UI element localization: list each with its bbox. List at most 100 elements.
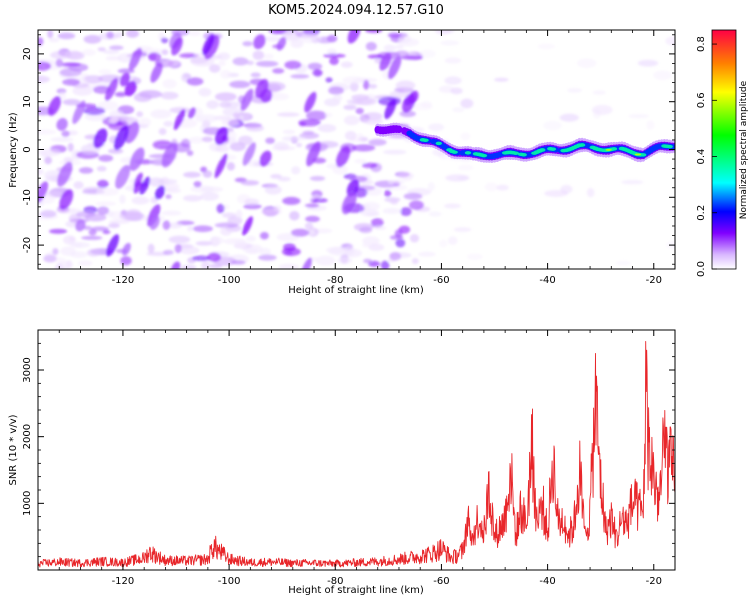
noise-blob — [44, 170, 62, 180]
noise-blob — [312, 198, 328, 203]
snr-xtick-label: -120 — [112, 576, 135, 587]
noise-blob — [86, 248, 101, 257]
noise-blob — [567, 88, 583, 93]
noise-blob — [109, 109, 124, 119]
colorbar-ticks: 0.0 0.2 0.4 0.6 0.8 — [696, 36, 717, 277]
noise-blob — [62, 98, 81, 106]
noise-streak — [336, 146, 351, 168]
spectrogram-xtick-label: -120 — [112, 275, 135, 286]
noise-blob — [188, 31, 201, 37]
ridge-cell — [605, 149, 612, 151]
noise-blob — [165, 194, 172, 200]
ridge-cell — [422, 138, 429, 142]
snr-axes: -120 -100 -80 -60 -40 -20 1000 2000 3000 — [22, 330, 675, 587]
noise-blob — [148, 52, 162, 62]
noise-blob — [389, 235, 404, 240]
noise-blob — [615, 260, 632, 266]
noise-blob — [637, 59, 659, 67]
noise-blob — [382, 149, 407, 155]
noise-streak — [306, 141, 321, 167]
noise-blob — [427, 182, 435, 192]
noise-blob — [343, 115, 360, 126]
noise-blob — [380, 260, 390, 269]
noise-blob — [398, 225, 411, 234]
noise-blob — [444, 76, 462, 85]
noise-blob — [174, 243, 182, 254]
noise-blob — [189, 57, 209, 64]
noise-blob — [373, 225, 387, 230]
noise-blob — [195, 114, 218, 123]
figure-title: KOM5.2024.094.12.57.G10 — [268, 3, 444, 18]
noise-streak — [93, 128, 108, 149]
noise-blob — [365, 212, 380, 217]
colorbar: 0.0 0.2 0.4 0.6 0.8 Normalized spectral ampl… — [696, 29, 749, 277]
spectrogram-ytick-label: -20 — [22, 237, 33, 253]
noise-blob — [258, 254, 277, 261]
noise-streak — [139, 176, 151, 195]
noise-blob — [52, 248, 59, 255]
noise-blob — [119, 115, 129, 121]
noise-blob — [245, 124, 265, 132]
noise-blob — [131, 196, 150, 205]
noise-blob — [200, 261, 210, 269]
noise-streak — [57, 161, 73, 187]
noise-blob — [38, 37, 44, 46]
noise-blob — [355, 107, 364, 115]
noise-blob — [359, 226, 373, 234]
noise-blob — [290, 39, 304, 49]
noise-streak — [379, 52, 392, 71]
noise-blob — [40, 209, 57, 218]
noise-streak — [119, 72, 131, 87]
noise-blob — [188, 136, 205, 144]
noise-streak — [202, 33, 215, 56]
noise-blob — [438, 85, 455, 94]
ridge-cell — [520, 152, 527, 157]
noise-blob — [38, 148, 61, 157]
noise-blob — [160, 91, 179, 100]
noise-streak — [304, 91, 317, 113]
noise-streak — [253, 34, 266, 50]
noise-blob — [220, 226, 232, 236]
noise-blob — [226, 162, 235, 171]
noise-blob — [102, 49, 120, 55]
noise-blob — [246, 60, 254, 66]
noise-streak — [388, 56, 402, 80]
snr-xtick-label: -40 — [539, 576, 555, 587]
noise-blob — [59, 68, 82, 77]
noise-blob — [54, 265, 68, 269]
noise-blob — [165, 188, 182, 194]
noise-streak — [75, 219, 86, 232]
noise-blob — [217, 52, 230, 61]
noise-blob — [102, 229, 111, 235]
noise-blob — [120, 256, 132, 266]
spectrogram-noise — [38, 30, 675, 269]
spectrogram-ridge — [374, 122, 675, 163]
noise-blob — [389, 251, 402, 261]
spectrogram-ytick-label: -10 — [22, 189, 33, 205]
noise-blob — [466, 253, 483, 260]
noise-blob — [167, 222, 183, 229]
noise-blob — [586, 187, 595, 198]
noise-blob — [408, 200, 424, 210]
noise-blob — [67, 142, 74, 152]
noise-blob — [150, 109, 172, 119]
noise-streak — [171, 261, 181, 269]
noise-blob — [179, 246, 200, 255]
noise-blob — [195, 241, 213, 246]
noise-blob — [50, 137, 74, 142]
noise-blob — [252, 50, 265, 60]
ridge-cell — [512, 151, 519, 156]
noise-blob — [304, 203, 320, 208]
noise-blob — [400, 55, 424, 60]
noise-blob — [206, 100, 219, 109]
noise-streak — [240, 88, 254, 111]
noise-blob — [344, 245, 355, 256]
noise-blob — [365, 41, 377, 51]
noise-blob — [215, 145, 230, 153]
spectrogram-xtick-label: -60 — [433, 275, 449, 286]
noise-blob — [560, 184, 573, 194]
noise-blob — [302, 130, 315, 135]
